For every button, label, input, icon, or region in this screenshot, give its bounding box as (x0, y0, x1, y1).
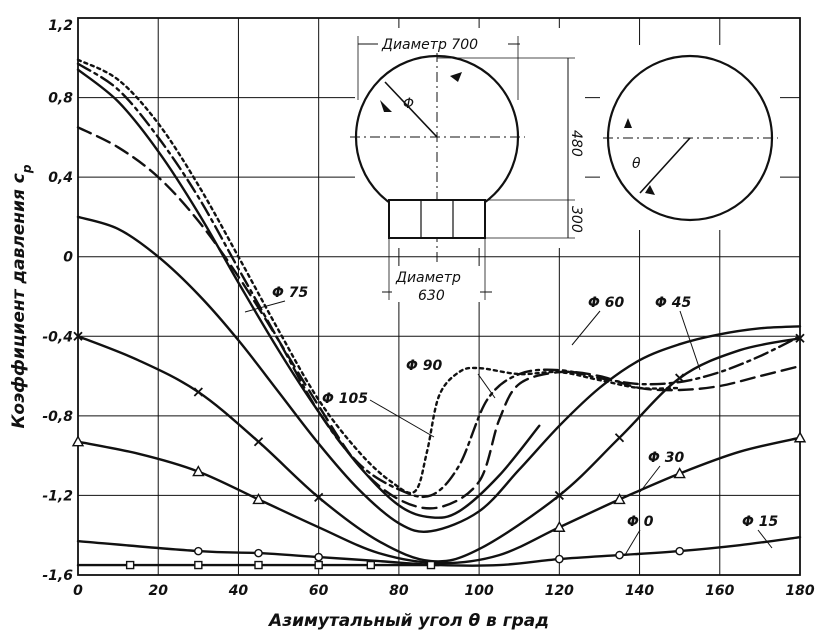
sphere-diameter-label: Диаметр 700 (381, 37, 478, 53)
y-axis-label: Коэффициент давления cp (9, 164, 34, 428)
series-marker-cross (253, 437, 264, 447)
y-tick-label: -0,4 (42, 329, 73, 345)
series-marker-cross (614, 433, 625, 443)
leader-phi-45 (679, 310, 701, 371)
curve-label-phi-60: Φ 60 (588, 295, 625, 311)
series-marker-triangle (673, 467, 686, 479)
phi-arrow-icon-2 (450, 72, 462, 82)
leader-phi-60 (571, 310, 601, 346)
markers (71, 331, 807, 570)
series-marker-triangle (793, 431, 807, 443)
curve-label-phi-105: Φ 105 (322, 391, 368, 407)
sphere-base (388, 199, 486, 239)
series-marker-square (314, 560, 323, 570)
curve-label-phi-75: Φ 75 (272, 285, 309, 301)
series-marker-triangle (192, 465, 205, 477)
x-tick-label: 0 (73, 583, 83, 599)
series-marker-circle (254, 548, 263, 558)
plot-frame (77, 17, 801, 576)
series-marker-cross (795, 333, 805, 343)
x-tick-label: 180 (785, 583, 814, 599)
phi-radius-line (384, 81, 438, 138)
series-marker-triangle (613, 492, 626, 505)
series-marker-circle (555, 554, 564, 564)
series-line-60 (76, 215, 802, 533)
series-marker-cross (314, 492, 324, 503)
y-tick-label: 0,4 (48, 170, 73, 186)
series-marker-cross (675, 373, 685, 383)
curve-label-phi-0: Φ 0 (627, 514, 654, 530)
series-marker-cross (73, 331, 83, 341)
x-tick-label: 120 (545, 583, 574, 599)
leader-phi-15 (757, 529, 773, 549)
x-tick-label: 140 (625, 583, 654, 599)
phi-arrow-icon (380, 100, 392, 112)
y-tick-label: 1,2 (48, 18, 73, 34)
theta-arrow-icon-2 (645, 185, 655, 195)
series-marker-circle (675, 546, 684, 556)
y-tick-label: 0,8 (48, 91, 73, 107)
series-marker-triangle (553, 520, 566, 532)
y-tick-label: 0 (63, 250, 73, 266)
leader-phi-0 (624, 529, 641, 556)
y-tick-label: -1,6 (42, 568, 73, 584)
theta-arrow-icon (624, 118, 632, 128)
x-tick-label: 40 (228, 583, 249, 599)
curve-labels: Φ 75 Φ 105 Φ 90 Φ 60 Φ 45 Φ 30 Φ 0 Φ 15 (244, 285, 779, 556)
curve-label-phi-30: Φ 30 (648, 450, 685, 466)
leader-phi-105 (369, 399, 435, 438)
y-tick-label: -1,2 (42, 488, 73, 504)
series-marker-square (366, 560, 376, 570)
x-tick-label: 20 (148, 583, 168, 599)
x-tick-label: 160 (705, 583, 734, 599)
theta-symbol: θ (632, 156, 641, 172)
series-marker-circle (615, 550, 624, 560)
x-tick-label: 60 (309, 583, 329, 599)
series-marker-circle (314, 552, 323, 562)
series-marker-square (194, 560, 203, 570)
leader-phi-75 (244, 300, 286, 313)
y-tick-label: -0,8 (42, 409, 73, 425)
series-marker-square (426, 560, 436, 570)
x-tick-label: 100 (464, 583, 493, 599)
base-diameter-label-line1: Диаметр (395, 270, 461, 286)
x-axis-label: Азимутальный угол θ в град (267, 611, 549, 631)
dim-630-label-bg (392, 266, 480, 302)
series-line-dashed (76, 126, 802, 510)
y-axis-label-subscript: p (20, 164, 34, 174)
series-marker-triangle (252, 492, 265, 505)
series-marker-square (254, 560, 263, 570)
leader-phi-30 (639, 465, 661, 493)
series-marker-circle (194, 546, 203, 556)
curve-label-phi-90: Φ 90 (406, 358, 443, 374)
curve-label-phi-45: Φ 45 (655, 295, 692, 311)
series-marker-triangle (71, 435, 85, 447)
theta-radius-line (639, 137, 691, 194)
series-marker-cross (554, 490, 564, 501)
x-tick-label: 80 (389, 583, 409, 599)
series-marker-cross (193, 387, 203, 397)
inset-sphere-diagram: Φ Диаметр 700 480 300 Диаметр 630 (350, 28, 585, 304)
base-diameter-label-line2: 630 (418, 288, 445, 304)
series-line-75 (76, 68, 541, 519)
inset-theta-diagram: θ (600, 45, 780, 230)
leader-phi-90 (477, 373, 496, 399)
curve-label-phi-15: Φ 15 (742, 514, 779, 530)
dim-480-label: 480 (568, 130, 584, 157)
phi-symbol: Φ (403, 96, 414, 112)
series-line-30 (76, 436, 802, 565)
series-line-90 (76, 62, 802, 499)
dim-300-label: 300 (568, 206, 584, 233)
series-marker-square (125, 560, 135, 570)
dim-700-label-bg (378, 35, 508, 53)
